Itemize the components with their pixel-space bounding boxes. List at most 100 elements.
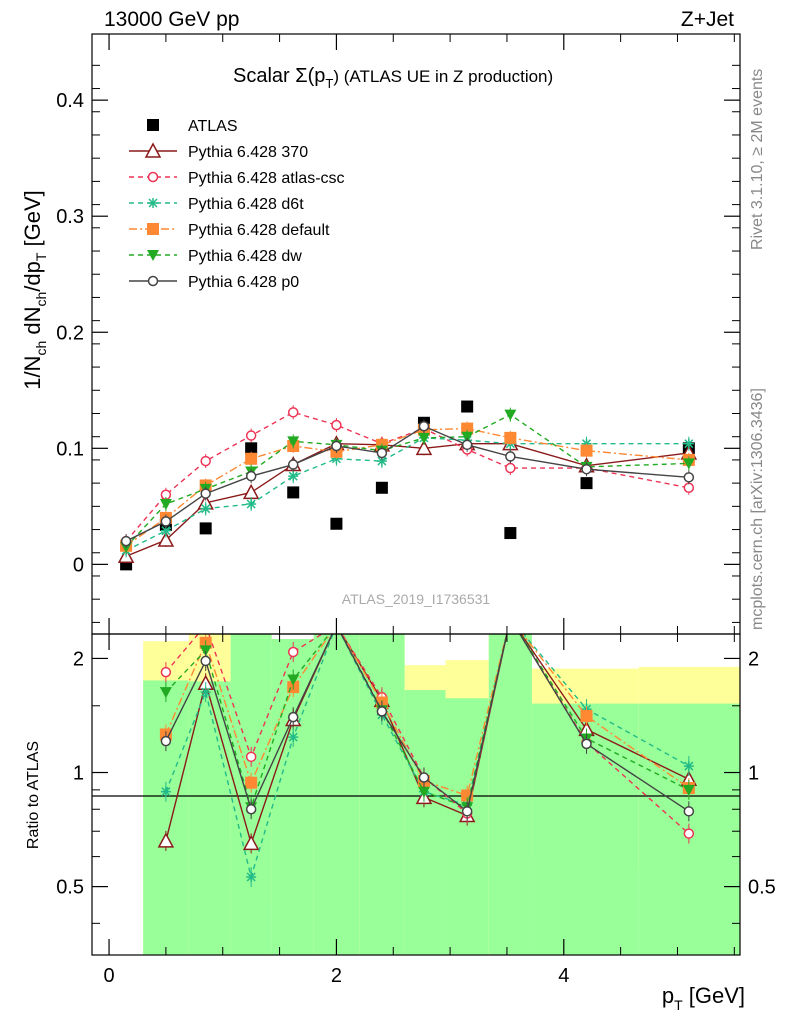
- main-point-6-6: [376, 447, 388, 459]
- main-line-5: [125, 413, 689, 548]
- band-inner-4: [313, 634, 360, 955]
- ratio-point-4-3: [287, 674, 300, 686]
- y-tick-label: 0.1: [56, 438, 84, 460]
- main-point-3-4-d2: [288, 471, 298, 481]
- legend-label-2: Pythia 6.428 atlas-csc: [188, 170, 345, 187]
- ratio-point-2-10-d2: [684, 761, 694, 771]
- ratio-y-tick-label-left: 0.5: [56, 877, 84, 899]
- main-point-0-6: [375, 481, 388, 494]
- main-point-3-2-d2: [201, 504, 211, 514]
- ratio-point-5-10: [683, 806, 695, 817]
- ratio-y-tick-label-right: 2: [748, 648, 759, 670]
- ratio-point-4-1: [199, 645, 212, 657]
- ratio-point-0-0: [157, 832, 175, 848]
- ratio-series-5: [160, 634, 695, 822]
- main-point-4-3: [245, 452, 258, 465]
- ratio-y-tick-label-right: 1: [748, 763, 759, 785]
- legend-marker-3: [148, 198, 158, 208]
- ratio-y-tick-label-left: 1: [73, 763, 84, 785]
- ratio-point-2-10: [683, 761, 694, 772]
- y-tick-label: 0.2: [56, 322, 84, 344]
- ratio-point-5-1: [200, 655, 211, 667]
- ratio-point-2-3-d2: [288, 732, 298, 742]
- ratio-point-2-2-d2: [246, 872, 256, 882]
- main-point-1-1: [157, 531, 175, 547]
- ratio-y-axis-label: Ratio to ATLAS: [25, 741, 42, 849]
- main-point-0-2: [199, 522, 212, 535]
- ratio-point-5-5: [376, 706, 388, 717]
- main-point-5-8: [461, 431, 474, 443]
- ratio-point-4-10: [682, 784, 695, 796]
- main-point-5-7: [417, 432, 430, 444]
- legend-marker-0: [147, 119, 159, 131]
- main-point-3-6-d2: [377, 456, 387, 466]
- x-tick-label: 0: [103, 965, 114, 987]
- ratio-point-4-0: [159, 687, 172, 699]
- main-point-3-11-d2: [684, 439, 694, 449]
- ratio-point-0-2: [242, 834, 260, 851]
- main-point-4-8: [461, 422, 474, 435]
- band-inner-1: [188, 681, 231, 955]
- main-line-6: [125, 425, 689, 542]
- ratio-uncertainty-bands: [143, 634, 740, 955]
- legend-label-5: Pythia 6.428 dw: [188, 248, 302, 265]
- band-inner-7: [445, 698, 489, 955]
- legend-marker-2: [147, 171, 159, 183]
- band-inner-0: [143, 680, 189, 955]
- ratio-point-5-3: [287, 711, 299, 723]
- ratio-point-2-0: [160, 786, 171, 797]
- ratio-point-1-0: [160, 666, 172, 678]
- main-point-0-3: [245, 442, 258, 455]
- ratio-frame: [91, 633, 741, 956]
- main-point-6-9: [505, 451, 516, 462]
- ratio-point-2-3: [288, 732, 299, 743]
- ratio-series-group: [157, 634, 698, 888]
- main-point-2-5: [331, 419, 342, 431]
- main-point-2-9: [505, 462, 516, 474]
- main-point-2-11: [683, 482, 695, 494]
- main-point-6-11: [683, 472, 695, 483]
- main-point-3-2: [200, 503, 211, 514]
- legend-marker-1: [144, 142, 162, 158]
- main-point-3-3-d2: [246, 499, 256, 509]
- main-point-2-4: [287, 407, 299, 418]
- main-point-6-0: [120, 535, 132, 547]
- ratio-point-5-9: [581, 738, 592, 750]
- main-series-6: [120, 419, 695, 549]
- legend-label-6: Pythia 6.428 p0: [188, 274, 299, 291]
- ratio-point-3-9: [580, 709, 593, 722]
- legend-label-4: Pythia 6.428 default: [188, 222, 330, 239]
- rivet-label: Rivet 3.1.10, ≥ 2M events: [749, 69, 766, 250]
- main-point-5-9: [504, 409, 517, 421]
- ratio-point-5-0: [160, 735, 172, 747]
- band-inner-8: [488, 634, 532, 955]
- main-point-6-2: [200, 488, 211, 499]
- main-point-5-11: [682, 458, 695, 470]
- main-point-0-9: [504, 527, 517, 540]
- main-point-3-3: [246, 499, 257, 510]
- mcplots-label: mcplots.cern.ch [arXiv:1306.3436]: [749, 388, 766, 630]
- legend-label-3: Pythia 6.428 d6t: [188, 196, 304, 213]
- ratio-point-1-10: [683, 828, 695, 839]
- main-point-3-1-d2: [161, 526, 171, 536]
- main-point-6-4: [287, 459, 299, 470]
- analysis-watermark: ATLAS_2019_I1736531: [342, 591, 491, 607]
- ratio-y-tick-label-right: 0.5: [748, 877, 776, 899]
- main-line-3: [125, 437, 689, 552]
- ratio-point-2-0-d2: [161, 787, 171, 797]
- legend-label-1: Pythia 6.428 370: [188, 144, 308, 161]
- main-point-6-3: [245, 470, 257, 482]
- y-tick-label: 0: [73, 554, 84, 576]
- band-inner-6: [404, 690, 446, 955]
- main-line-2: [125, 411, 689, 542]
- main-point-6-10: [581, 463, 592, 475]
- main-point-0-8: [461, 400, 474, 413]
- ratio-line-2: [165, 634, 690, 880]
- y-tick-label: 0.3: [56, 206, 84, 228]
- legend-label-0: ATLAS: [188, 118, 238, 135]
- main-point-2-3: [245, 430, 257, 441]
- main-point-4-10: [580, 444, 593, 457]
- main-point-6-1: [160, 516, 172, 527]
- legend-marker-3-d2: [148, 198, 158, 208]
